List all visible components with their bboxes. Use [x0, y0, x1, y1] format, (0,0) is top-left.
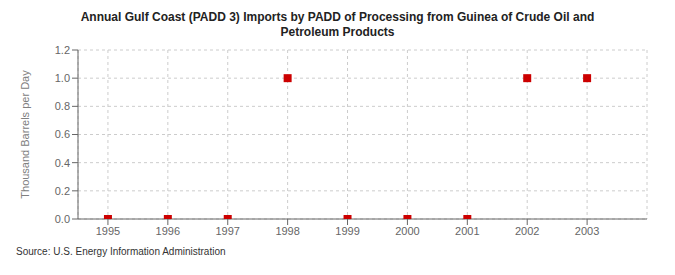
- svg-text:0.8: 0.8: [55, 100, 70, 112]
- svg-text:1999: 1999: [335, 225, 359, 237]
- svg-text:0.6: 0.6: [55, 128, 70, 140]
- html-text:Source: U.S. Energy Informatio: Source: U.S. Energy Information Administ…: [16, 246, 226, 257]
- svg-text:0.4: 0.4: [55, 157, 70, 169]
- svg-text:2001: 2001: [455, 225, 479, 237]
- html-text:Annual Gulf Coast (PADD 3) Imp: Annual Gulf Coast (PADD 3) Imports by PA…: [80, 10, 595, 39]
- svg-text:1995: 1995: [96, 225, 120, 237]
- svg-text:0.0: 0.0: [55, 213, 70, 225]
- svg-text:0.2: 0.2: [55, 185, 70, 197]
- svg-text:2003: 2003: [575, 225, 599, 237]
- svg-text:1998: 1998: [275, 225, 299, 237]
- svg-text:Thousand Barrels per Day: Thousand Barrels per Day: [19, 70, 31, 199]
- svg-text:1.2: 1.2: [55, 44, 70, 56]
- svg-text:1.0: 1.0: [55, 72, 70, 84]
- svg-text:1996: 1996: [156, 225, 180, 237]
- svg-text:2002: 2002: [515, 225, 539, 237]
- svg-text:1997: 1997: [215, 225, 239, 237]
- svg-text:2000: 2000: [395, 225, 419, 237]
